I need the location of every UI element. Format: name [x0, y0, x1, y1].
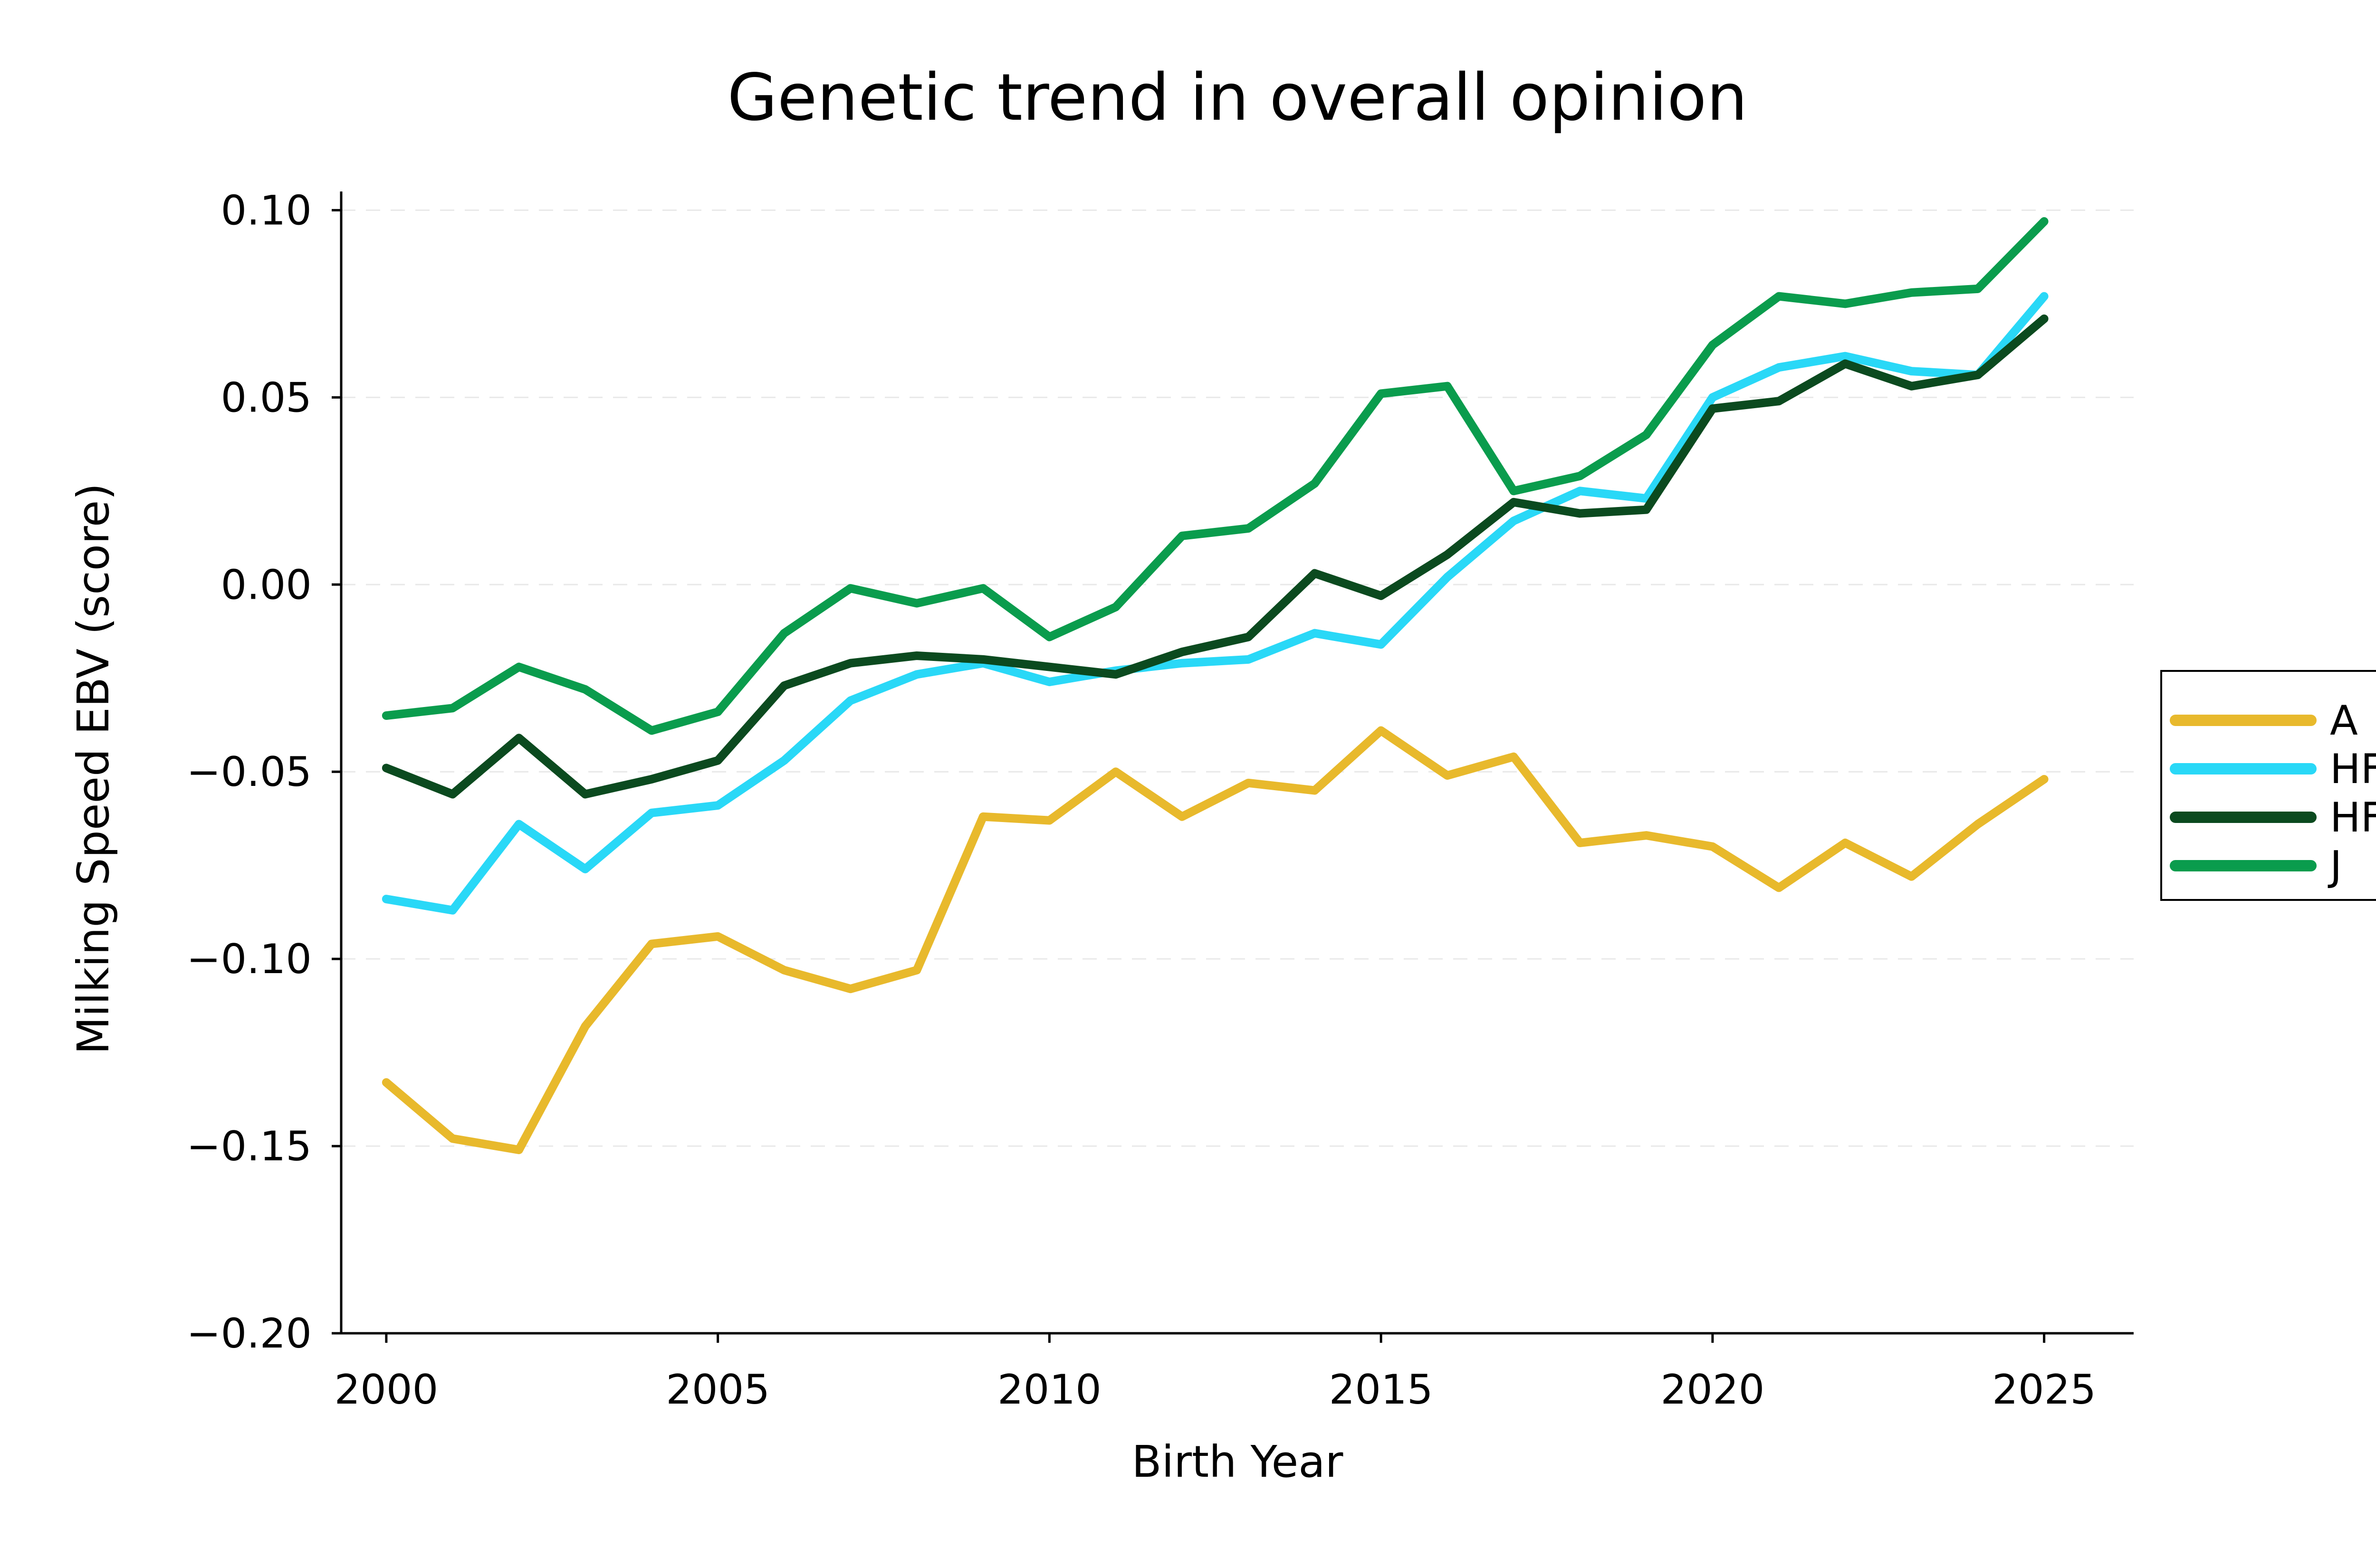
x-tick-label: 2000: [334, 1366, 438, 1414]
x-tick-label: 2020: [1660, 1366, 1764, 1414]
series-line-A: [382, 726, 2049, 1154]
series-line-HF: [382, 292, 2049, 915]
x-tick-label: 2010: [997, 1366, 1102, 1414]
y-tick-label: 0.05: [221, 374, 312, 421]
legend: AHFHFJJ: [2160, 670, 2376, 901]
y-tick-label: 0.10: [221, 187, 312, 234]
y-tick-label: 0.00: [221, 561, 312, 609]
legend-label-HF: HF: [2330, 746, 2376, 793]
legend-label-A: A: [2330, 697, 2358, 745]
y-axis: 0.10 0.05 0.00 −0.05 −0.10 −0.15 −0.20: [186, 187, 343, 1358]
y-axis-label: Milking Speed EBV (score): [68, 483, 119, 1055]
x-axis: 2000 2005 2010 2015 2020 2025: [334, 1332, 2134, 1414]
legend-label-HFJ: HFJ: [2330, 794, 2376, 841]
x-tick-label: 2005: [666, 1366, 770, 1414]
x-axis-label: Birth Year: [1132, 1436, 1343, 1487]
y-tick-label: −0.05: [186, 748, 312, 796]
y-tick-label: −0.15: [186, 1123, 312, 1170]
gridlines: [341, 209, 2134, 1147]
chart-title: Genetic trend in overall opinion: [727, 60, 1747, 135]
x-tick-label: 2025: [1992, 1366, 2096, 1414]
y-tick-label: −0.20: [186, 1310, 312, 1358]
series-lines: [382, 217, 2049, 1154]
series-line-HFJ: [382, 314, 2049, 799]
x-tick-label: 2015: [1329, 1366, 1433, 1414]
series-line-J: [382, 217, 2049, 735]
legend-label-J: J: [2328, 842, 2342, 890]
y-tick-label: −0.10: [186, 936, 312, 983]
